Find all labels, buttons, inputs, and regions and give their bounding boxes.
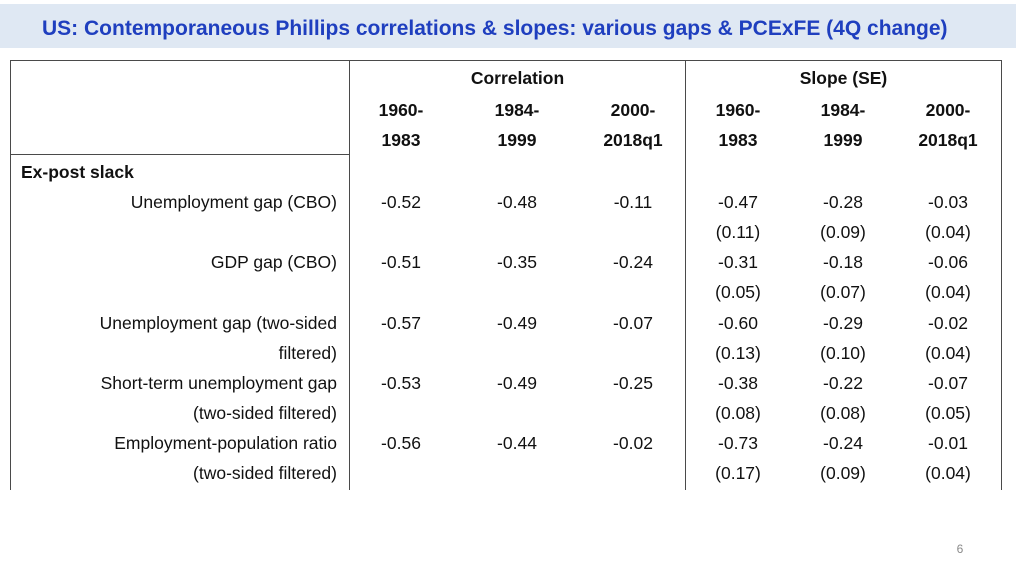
standard-error: (0.17)	[715, 463, 761, 483]
page-number: 6	[956, 542, 964, 556]
table-top-border	[10, 60, 1002, 61]
correlation-value: -0.35	[497, 252, 537, 272]
slope-value: -0.01	[928, 433, 968, 453]
standard-error: (0.07)	[820, 282, 866, 302]
slope-value: -0.02	[928, 313, 968, 333]
period-header-top: 1984-	[820, 100, 866, 120]
standard-error: (0.10)	[820, 343, 866, 363]
row-label-continued: (two-sided filtered)	[193, 403, 337, 423]
slope-value: -0.47	[718, 192, 758, 212]
row-label-continued: filtered)	[278, 343, 337, 363]
correlation-value: -0.49	[497, 373, 537, 393]
slope-value: -0.28	[823, 192, 863, 212]
slope-value: -0.31	[718, 252, 758, 272]
standard-error: (0.09)	[820, 463, 866, 483]
standard-error: (0.04)	[925, 463, 971, 483]
period-header-top: 1960-	[715, 100, 761, 120]
slope-value: -0.07	[928, 373, 968, 393]
slope-value: -0.18	[823, 252, 863, 272]
standard-error: (0.04)	[925, 343, 971, 363]
correlation-value: -0.25	[613, 373, 653, 393]
slope-value: -0.73	[718, 433, 758, 453]
correlation-value: -0.52	[381, 192, 421, 212]
correlation-value: -0.02	[613, 433, 653, 453]
table-left-border	[10, 60, 11, 490]
standard-error: (0.11)	[715, 222, 761, 242]
correlation-value: -0.57	[381, 313, 421, 333]
row-label-continued: (two-sided filtered)	[193, 463, 337, 483]
slide-title-bar: US: Contemporaneous Phillips correlation…	[0, 4, 1016, 48]
row-label: Employment-population ratio	[114, 433, 337, 453]
correlation-value: -0.53	[381, 373, 421, 393]
table-right-border	[1001, 60, 1002, 490]
standard-error: (0.08)	[820, 403, 866, 423]
slope-value: -0.38	[718, 373, 758, 393]
header-separator	[10, 154, 350, 155]
correlation-value: -0.44	[497, 433, 537, 453]
row-label: Unemployment gap (two-sided	[99, 313, 337, 333]
standard-error: (0.05)	[925, 403, 971, 423]
period-header-bottom: 2018q1	[918, 130, 978, 150]
row-label: Unemployment gap (CBO)	[130, 192, 337, 212]
period-header-bottom: 1983	[718, 130, 758, 150]
slope-value: -0.03	[928, 192, 968, 212]
period-header-top: 2000-	[610, 100, 656, 120]
row-label: GDP gap (CBO)	[210, 252, 337, 272]
period-header-bottom: 2018q1	[603, 130, 663, 150]
period-header-bottom: 1999	[823, 130, 863, 150]
correlation-value: -0.49	[497, 313, 537, 333]
correlation-value: -0.24	[613, 252, 653, 272]
period-header-top: 1984-	[494, 100, 540, 120]
period-header-bottom: 1999	[497, 130, 537, 150]
slope-value: -0.60	[718, 313, 758, 333]
slope-value: -0.24	[823, 433, 863, 453]
section-label: Ex-post slack	[21, 162, 134, 182]
period-header-bottom: 1983	[381, 130, 421, 150]
correlation-value: -0.56	[381, 433, 421, 453]
period-header-top: 2000-	[925, 100, 971, 120]
standard-error: (0.13)	[715, 343, 761, 363]
standard-error: (0.08)	[715, 403, 761, 423]
group-divider	[685, 60, 686, 490]
row-label: Short-term unemployment gap	[100, 373, 337, 393]
standard-error: (0.05)	[715, 282, 761, 302]
correlation-value: -0.51	[381, 252, 421, 272]
correlation-header: Correlation	[470, 68, 565, 88]
slope-value: -0.29	[823, 313, 863, 333]
slope-value: -0.06	[928, 252, 968, 272]
period-header-top: 1960-	[378, 100, 424, 120]
correlation-value: -0.07	[613, 313, 653, 333]
slide-title: US: Contemporaneous Phillips correlation…	[42, 17, 948, 40]
slope-value: -0.22	[823, 373, 863, 393]
correlation-value: -0.11	[613, 192, 653, 212]
correlation-value: -0.48	[497, 192, 537, 212]
standard-error: (0.04)	[925, 222, 971, 242]
standard-error: (0.09)	[820, 222, 866, 242]
standard-error: (0.04)	[925, 282, 971, 302]
label-column-divider	[349, 60, 350, 490]
slope-header: Slope (SE)	[799, 68, 888, 88]
